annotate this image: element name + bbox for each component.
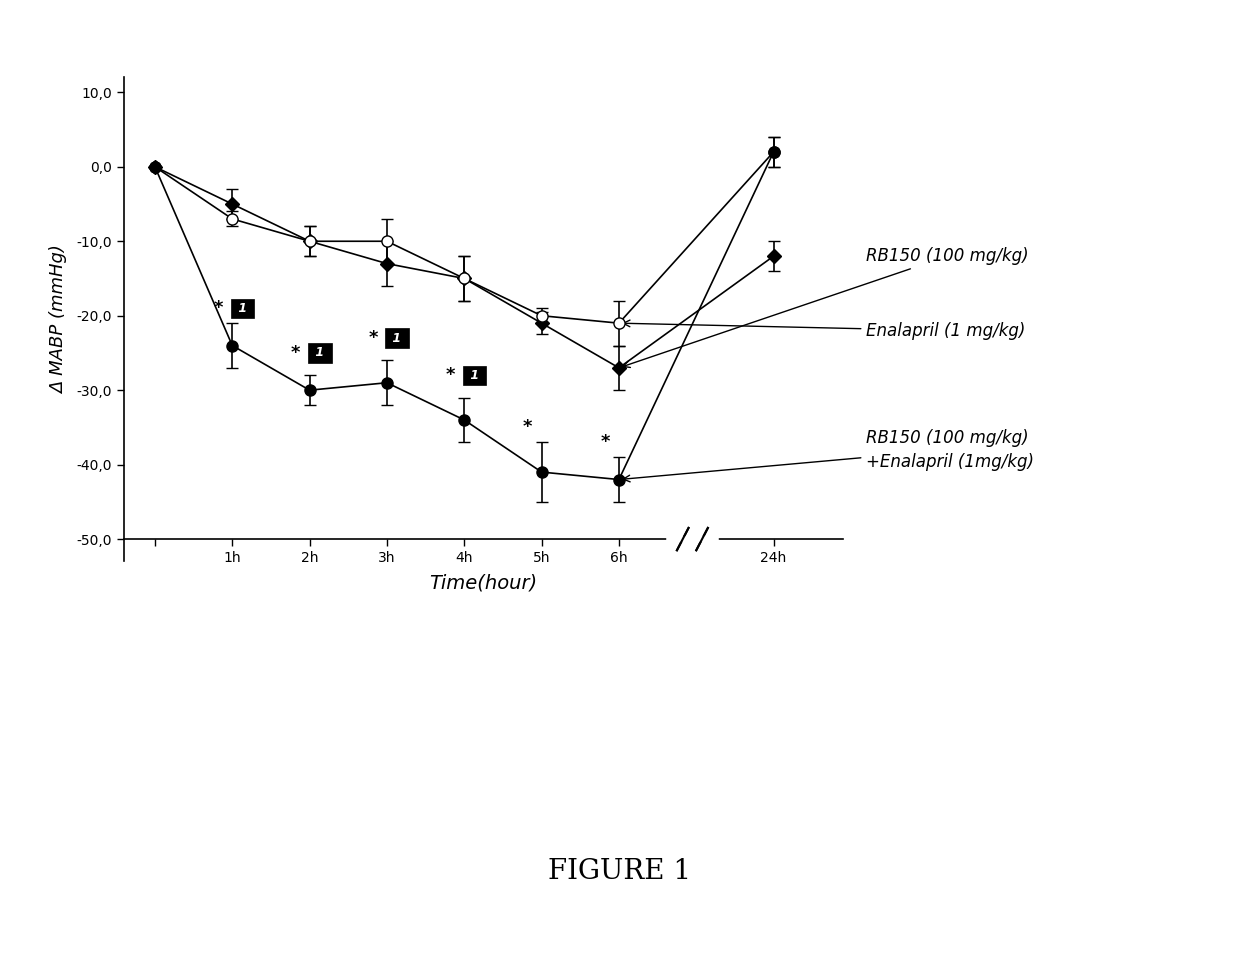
Text: 1: 1 bbox=[466, 369, 484, 381]
Text: 1: 1 bbox=[388, 332, 405, 345]
Text: 1: 1 bbox=[311, 347, 329, 359]
Y-axis label: Δ MABP (mmHg): Δ MABP (mmHg) bbox=[51, 245, 68, 394]
Text: RB150 (100 mg/kg): RB150 (100 mg/kg) bbox=[622, 247, 1029, 368]
Text: RB150 (100 mg/kg)
+Enalapril (1mg/kg): RB150 (100 mg/kg) +Enalapril (1mg/kg) bbox=[624, 429, 1034, 482]
Text: 1: 1 bbox=[234, 302, 252, 315]
Text: *: * bbox=[600, 434, 610, 451]
Text: *: * bbox=[368, 329, 378, 348]
Text: *: * bbox=[445, 366, 455, 384]
Text: Enalapril (1 mg/kg): Enalapril (1 mg/kg) bbox=[624, 320, 1025, 340]
Text: FIGURE 1: FIGURE 1 bbox=[548, 858, 692, 885]
Text: *: * bbox=[291, 344, 300, 362]
Text: *: * bbox=[213, 299, 223, 318]
X-axis label: Time(hour): Time(hour) bbox=[429, 573, 538, 592]
Text: *: * bbox=[523, 418, 532, 437]
